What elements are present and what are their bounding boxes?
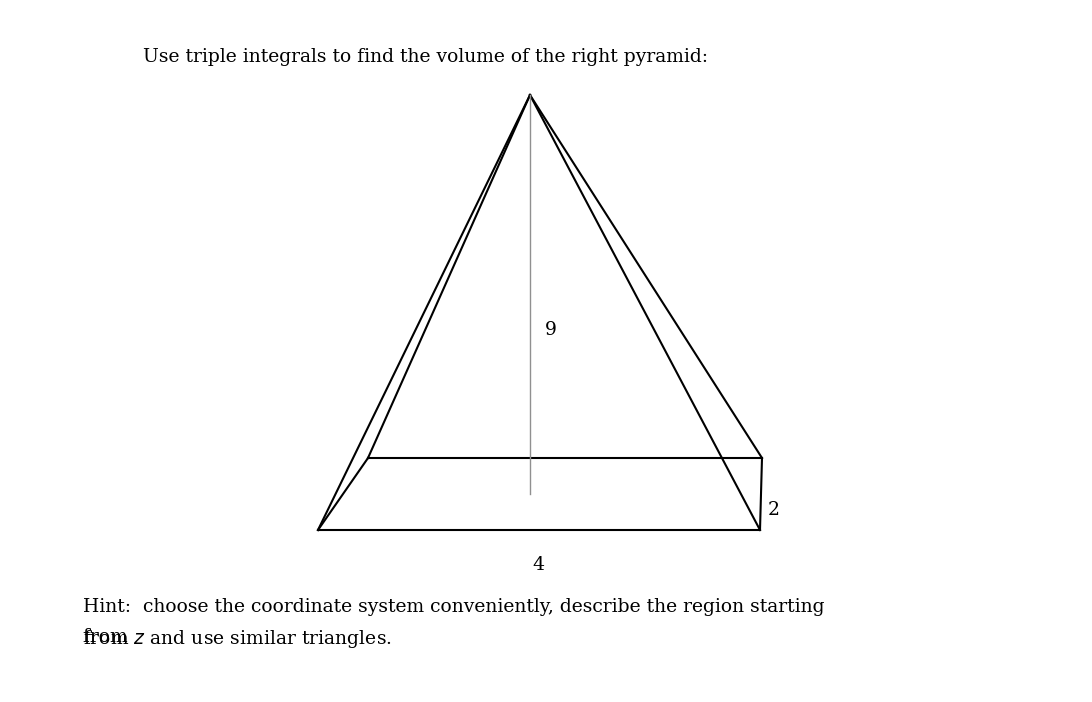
Text: 4: 4	[532, 556, 544, 574]
Text: from: from	[83, 628, 133, 646]
Text: from $z$ and use similar triangles.: from $z$ and use similar triangles.	[83, 628, 392, 650]
Text: Use triple integrals to find the volume of the right pyramid:: Use triple integrals to find the volume …	[143, 48, 708, 66]
Text: 2: 2	[768, 501, 780, 519]
Text: 9: 9	[545, 321, 557, 339]
Text: Hint:  choose the coordinate system conveniently, describe the region starting: Hint: choose the coordinate system conve…	[83, 598, 824, 616]
